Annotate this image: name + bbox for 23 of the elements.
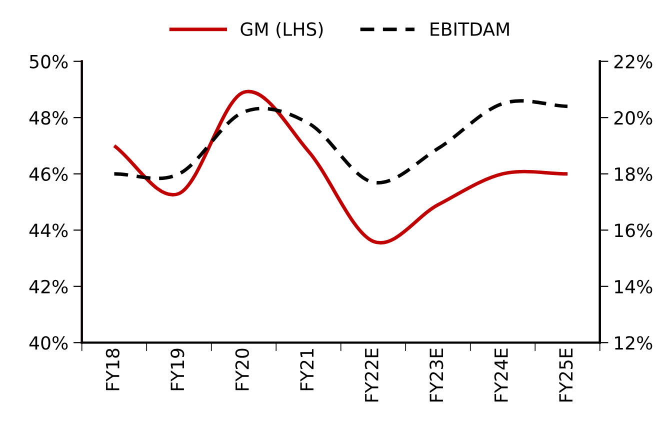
x-tick-label: FY18 — [106, 348, 120, 390]
x-tick-label: FY20 — [235, 348, 249, 390]
y-tick-label: 40% — [29, 336, 68, 350]
y2-tick-label: 14% — [615, 280, 652, 294]
y-tick-label: 44% — [29, 224, 68, 238]
legend-label: GM (LHS) — [240, 22, 323, 38]
y2-tick-label: 20% — [614, 111, 652, 125]
y-tick-label: 50% — [30, 54, 68, 68]
x-tick-label: FY19 — [170, 348, 184, 390]
x-tick-label: FY25E — [559, 348, 573, 402]
y-tick-label: 46% — [29, 167, 68, 181]
x-tick-label: FY23E — [430, 348, 444, 402]
y-tick-label: 48% — [29, 111, 68, 125]
x-tick-label: FY24E — [494, 348, 508, 402]
legend-label: EBITDAM — [430, 22, 509, 36]
y2-tick-label: 18% — [615, 167, 652, 181]
y2-tick-label: 12% — [615, 336, 652, 350]
x-tick-label: FY21 — [300, 349, 314, 390]
y2-tick-label: 16% — [615, 224, 652, 238]
y-tick-label: 42% — [29, 280, 68, 294]
x-tick-label: FY22E — [364, 348, 378, 402]
y2-tick-label: 22% — [614, 54, 652, 68]
line-series — [112, 90, 570, 244]
